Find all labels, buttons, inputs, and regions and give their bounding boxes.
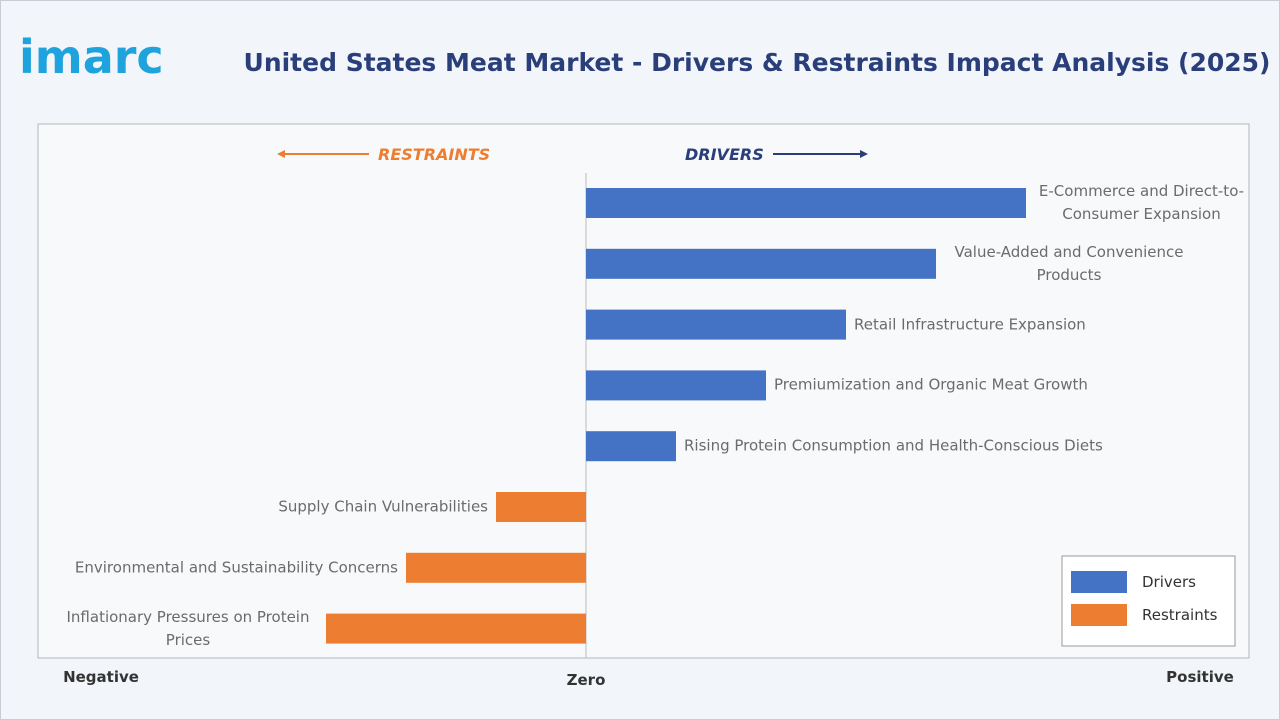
category-label: Supply Chain Vulnerabilities xyxy=(278,497,488,516)
bar xyxy=(586,431,676,462)
legend-label: Restraints xyxy=(1142,606,1218,624)
legend xyxy=(1061,555,1236,647)
bar xyxy=(586,248,936,279)
bar xyxy=(406,552,586,583)
category-label: Premiumization and Organic Meat Growth xyxy=(774,375,1088,394)
category-label: Environmental and Sustainability Concern… xyxy=(74,558,398,577)
arrowhead xyxy=(277,150,285,158)
bar xyxy=(586,309,846,340)
logo: imarc xyxy=(19,30,164,84)
legend-swatch xyxy=(1071,571,1127,593)
category-label: Retail Infrastructure Expansion xyxy=(854,315,1086,334)
annotation: RESTRAINTS xyxy=(378,145,490,164)
x-tick-label: Positive xyxy=(1166,668,1234,686)
bar xyxy=(496,492,586,522)
bar xyxy=(326,613,586,644)
x-tick-label: Zero xyxy=(566,671,606,689)
x-tick-label: Negative xyxy=(63,668,139,686)
category-label: E-Commerce and Direct-to-Consumer Expans… xyxy=(1038,182,1245,223)
bar xyxy=(586,370,766,401)
category-label: Rising Protein Consumption and Health-Co… xyxy=(684,436,1103,455)
legend-label: Drivers xyxy=(1142,573,1196,591)
legend-swatch xyxy=(1071,604,1127,626)
bar xyxy=(586,188,1026,218)
category-label: Value-Added and Convenience Products xyxy=(954,242,1184,284)
annotation: DRIVERS xyxy=(685,145,764,164)
category-label: Inflationary Pressures on Protein Prices xyxy=(66,607,310,649)
arrowhead xyxy=(860,150,868,158)
chart-title: United States Meat Market - Drivers & Re… xyxy=(244,48,1271,77)
